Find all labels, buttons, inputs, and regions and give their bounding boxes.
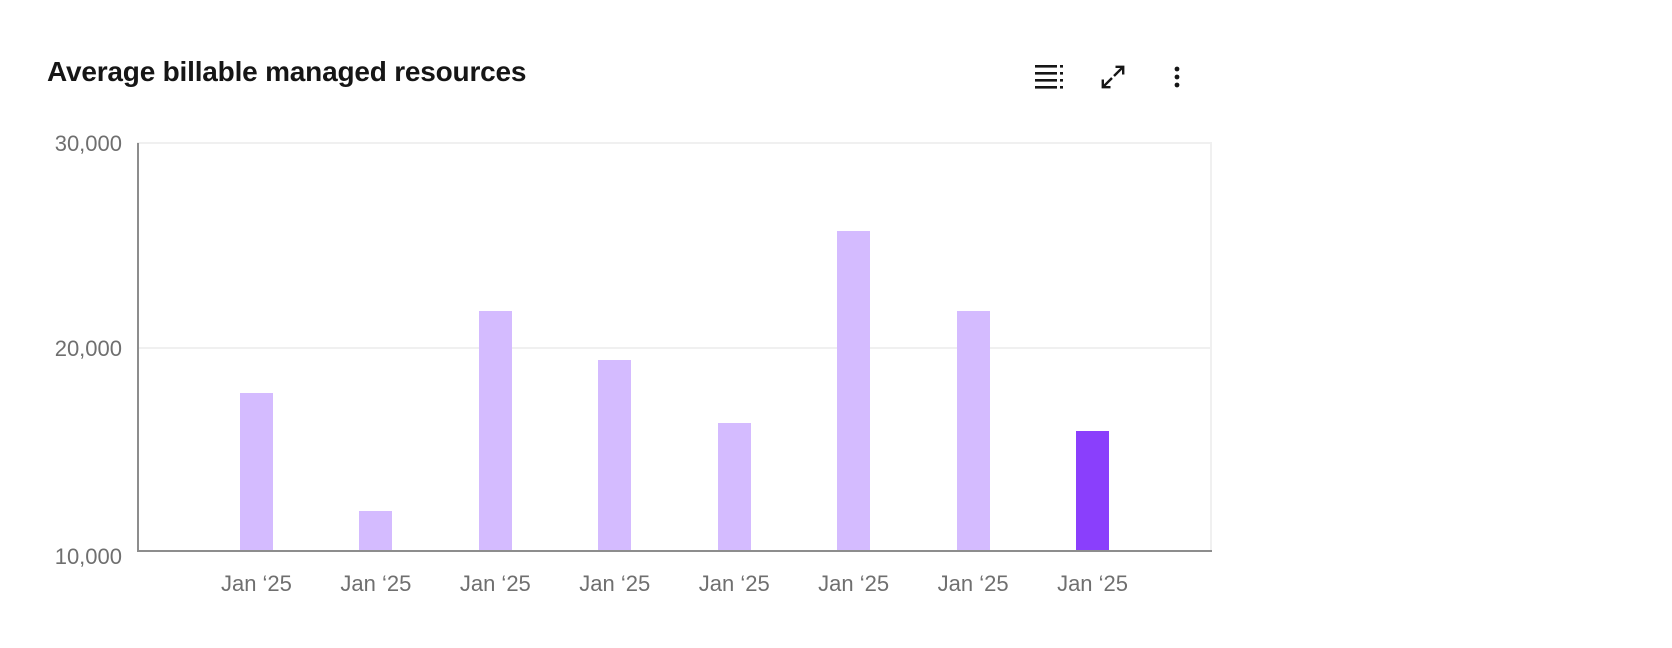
y-axis-line [137,143,139,552]
bar-2[interactable] [359,511,393,552]
bar-5[interactable] [717,423,751,552]
x-tick-label-6: Jan ‘25 [818,571,890,596]
maximize-button[interactable] [1097,61,1129,93]
x-tick-label-2: Jan ‘25 [340,571,412,596]
x-tick-label-8: Jan ‘25 [1057,571,1129,596]
bar-7[interactable] [956,310,990,552]
bar-6[interactable] [837,230,871,552]
overflow-menu-button[interactable] [1161,61,1193,93]
maximize-icon [1101,65,1125,89]
bar-4[interactable] [598,359,632,552]
chart-title: Average billable managed resources [47,56,527,87]
show-data-table-button[interactable] [1033,61,1065,93]
bar-3[interactable] [478,310,512,552]
x-tick-label-7: Jan ‘25 [937,571,1009,596]
x-tick-label-4: Jan ‘25 [579,571,651,596]
data-table-icon [1035,65,1063,89]
x-tick-label-3: Jan ‘25 [459,571,531,596]
gridline-20000 [137,346,1212,349]
x-tick-label-5: Jan ‘25 [698,571,770,596]
plot-area: Jan ‘25 Jan ‘25 Jan ‘25 Jan ‘25 Jan ‘25 Jan ‘… [137,142,1212,596]
chart-toolbar [1033,61,1193,93]
y-tick-label-10000: 10,000 [54,544,122,569]
x-tick-label-1: Jan ‘25 [220,571,292,596]
y-tick-label-20000: 20,000 [54,335,122,361]
bar-8[interactable] [1076,431,1110,552]
bar-1[interactable] [239,392,273,552]
y-tick-label-30000: 30,000 [54,131,122,156]
overflow-menu-icon [1174,66,1180,88]
gridline-30000 [137,142,1212,144]
x-axis-line [137,550,1212,552]
plot-right-border [1210,143,1212,552]
